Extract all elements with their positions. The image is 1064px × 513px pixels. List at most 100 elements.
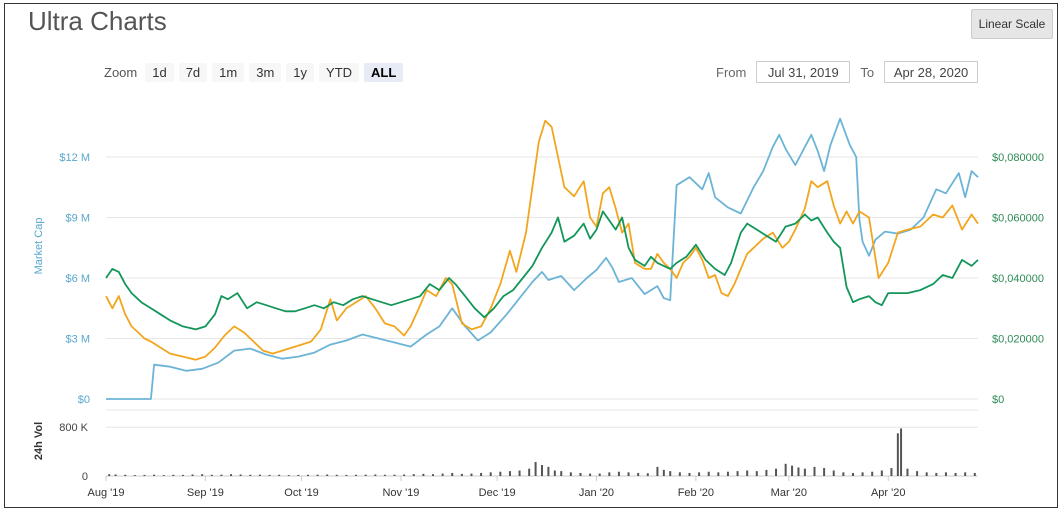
volume-bar (355, 474, 358, 476)
volume-bar (518, 470, 521, 476)
volume-bar (944, 472, 947, 476)
volume-bar (162, 475, 165, 476)
from-date-input[interactable]: Jul 31, 2019 (756, 61, 851, 83)
volume-bar (316, 474, 319, 476)
left-tick-label: $3 M (66, 334, 90, 346)
x-tick-label: Mar '20 (771, 487, 807, 499)
x-tick-label: Dec '19 (479, 487, 516, 499)
chart-title: Ultra Charts (28, 6, 167, 36)
volume-bar (364, 474, 367, 476)
to-label: To (860, 64, 875, 80)
volume-axis-title: 24h Vol (33, 422, 45, 460)
volume-bar (746, 470, 749, 476)
zoom-1m-button[interactable]: 1m (212, 62, 245, 82)
to-date-input[interactable]: Apr 28, 2020 (884, 61, 979, 83)
volume-bar (589, 473, 592, 476)
volume-bar (688, 472, 691, 476)
right-tick-label: $0,040000 (992, 273, 1044, 285)
volume-bar (258, 474, 261, 476)
volume-bar (547, 466, 550, 476)
volume-bar (143, 474, 146, 476)
volume-bar (755, 471, 758, 476)
volume-bar (736, 471, 739, 476)
volume-bar (717, 472, 720, 476)
volume-bar (432, 474, 434, 476)
volume-bar (803, 468, 806, 476)
volume-bar (451, 472, 454, 476)
zoom-1d-button[interactable]: 1d (145, 62, 174, 82)
zoom-all-button[interactable]: ALL (364, 62, 404, 82)
left-tick-label: $9 M (66, 213, 90, 225)
date-range: From Jul 31, 2019 To Apr 28, 2020 (716, 61, 988, 83)
x-axis-ticks: Aug '19 Sep '19 Oct '19 Nov '19 Dec '19 Jan '… (88, 476, 905, 499)
volume-bar (935, 472, 938, 476)
volume-tick-label: 0 (82, 471, 88, 483)
price_btc-line (105, 210, 979, 331)
zoom-1y-button[interactable]: 1y (286, 62, 315, 82)
volume-bar (335, 474, 338, 476)
volume-bar (813, 466, 816, 476)
zoom-3m-button[interactable]: 3m (249, 62, 282, 82)
volume-bar (823, 468, 826, 476)
x-tick-label: Oct '19 (284, 487, 319, 499)
volume-bar (412, 474, 415, 476)
volume-bar (230, 474, 233, 476)
right-tick-label: $0 (992, 394, 1004, 406)
left-tick-label: $0 (78, 394, 90, 406)
volume-bar (534, 461, 537, 476)
volume-bar (598, 473, 601, 476)
zoom-ytd-button[interactable]: YTD (319, 62, 360, 82)
volume-bar (541, 465, 543, 476)
market_cap-line (106, 117, 979, 400)
volume-bar (210, 474, 213, 476)
linear-scale-button[interactable]: Linear Scale (971, 9, 1053, 39)
x-tick-label: Aug '19 (88, 487, 125, 499)
volume-bar (646, 473, 649, 476)
volume-bar (489, 472, 492, 476)
left-axis-ticks: $0 $3 M $6 M $9 M $12 M (59, 152, 90, 406)
chart-container (4, 3, 1058, 508)
volume-bar (528, 468, 531, 476)
volume-bar (698, 472, 701, 476)
zoom-label: Zoom (104, 64, 138, 80)
volume-bar (133, 475, 136, 476)
volume-bar (480, 472, 483, 476)
volume-bar (287, 475, 290, 476)
volume-bar (508, 471, 511, 476)
volume-bar (560, 471, 563, 476)
left-axis-title: Market Cap (33, 218, 45, 275)
from-label: From (716, 64, 747, 80)
grid-lines (106, 156, 978, 477)
series-lines (105, 117, 979, 400)
volume-bar (326, 474, 329, 476)
left-tick-label: $6 M (66, 273, 90, 285)
volume-bar (656, 466, 659, 476)
volume-bar (627, 472, 630, 476)
volume-bar (278, 474, 281, 476)
right-axis-ticks: $0 $0,020000 $0,040000 $0,060000 $0,080000 (992, 152, 1044, 406)
volume-bar (637, 472, 640, 476)
volume-bar (678, 472, 681, 476)
volume-bar (916, 471, 919, 476)
volume-bar (726, 471, 729, 476)
volume-bar (775, 468, 778, 476)
volume-bar (470, 473, 473, 476)
volume-bar (441, 473, 444, 476)
volume-bar (374, 474, 377, 476)
volume-bar (383, 474, 386, 476)
volume-bar (617, 471, 620, 476)
volume-bar (191, 474, 194, 476)
volume-bar (249, 474, 252, 476)
volume-bar (765, 469, 768, 476)
zoom-7d-button[interactable]: 7d (178, 62, 208, 82)
volume-bar (890, 468, 893, 476)
left-tick-label: $12 M (59, 152, 90, 164)
volume-bar (900, 428, 903, 476)
right-tick-label: $0,020000 (992, 334, 1044, 346)
volume-axis-ticks: 0 800 K (59, 422, 88, 483)
volume-bar (925, 472, 928, 476)
volume-bar (108, 474, 111, 476)
volume-bar (662, 469, 665, 476)
volume-bar (669, 471, 672, 476)
